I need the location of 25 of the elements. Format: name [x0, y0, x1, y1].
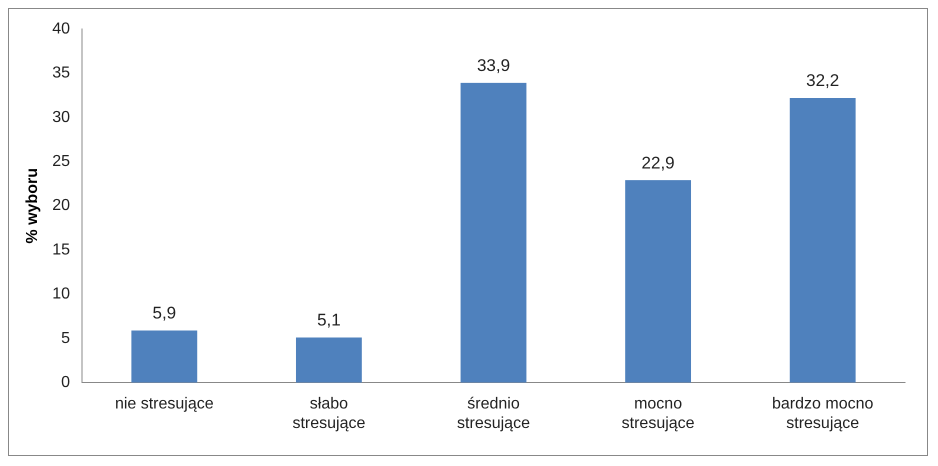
y-axis-title: % wyboru [24, 168, 42, 244]
x-tick-label: mocno stresujące [622, 396, 695, 432]
bar [296, 338, 362, 383]
y-tick-label: 30 [52, 108, 70, 126]
y-tick-label: 15 [52, 241, 70, 258]
y-tick-label: 20 [52, 197, 70, 214]
x-tick-label: nie stresujące [114, 396, 214, 413]
bar [625, 180, 692, 383]
data-label: 33,9 [476, 56, 510, 76]
data-label: 5,9 [152, 304, 176, 323]
y-tick-label: 25 [52, 153, 70, 170]
y-tick-label: 0 [61, 374, 70, 392]
bar [790, 98, 856, 383]
y-tick-label: 5 [61, 330, 70, 347]
data-label: 22,9 [642, 153, 675, 172]
bar [460, 82, 526, 383]
x-tick-label: średnio stresujące [457, 396, 530, 432]
bar [131, 330, 198, 383]
data-label: 5,1 [317, 310, 341, 330]
y-tick-label: 40 [52, 20, 70, 38]
y-tick-label: 10 [52, 286, 70, 303]
x-tick-label: bardzo mocno stresujące [772, 396, 874, 432]
data-label: 32,2 [806, 71, 840, 90]
x-tick-label: słabo stresujące [292, 396, 366, 432]
y-tick-label: 35 [52, 64, 70, 82]
